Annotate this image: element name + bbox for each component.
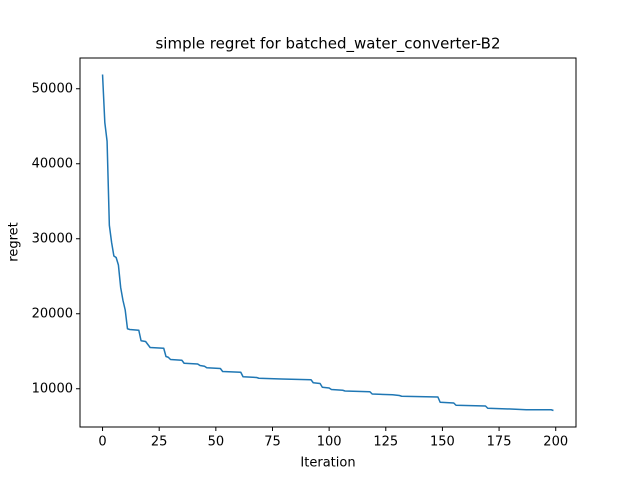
x-tick-label: 75 [264, 435, 281, 450]
x-tick-label: 150 [430, 435, 455, 450]
y-tick-label: 50000 [32, 81, 73, 96]
x-tick-label: 0 [98, 435, 106, 450]
y-tick-label: 30000 [32, 231, 73, 246]
x-axis-label: Iteration [300, 456, 355, 471]
y-tick-label: 40000 [32, 156, 73, 171]
x-tick-label: 125 [373, 435, 398, 450]
x-tick-label: 50 [208, 435, 225, 450]
y-tick-label: 20000 [32, 306, 73, 321]
y-tick-label: 10000 [32, 381, 73, 396]
x-tick-label: 25 [151, 435, 168, 450]
chart-title: simple regret for batched_water_converte… [155, 35, 500, 54]
plot-frame [79, 57, 577, 428]
y-axis-label: regret [7, 222, 22, 261]
x-tick-label: 200 [543, 435, 568, 450]
x-tick-label: 175 [487, 435, 512, 450]
x-tick-label: 100 [317, 435, 342, 450]
line-series [101, 74, 554, 412]
